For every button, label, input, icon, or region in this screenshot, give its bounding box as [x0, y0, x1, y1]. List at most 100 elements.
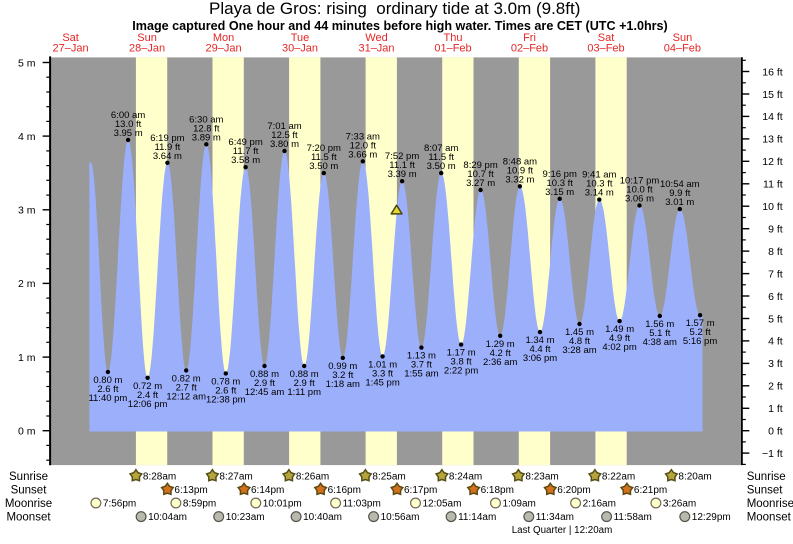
svg-text:Moonrise: Moonrise — [5, 498, 52, 510]
svg-text:1:18 am: 1:18 am — [326, 379, 360, 390]
svg-text:2 ft: 2 ft — [768, 381, 783, 393]
svg-text:10:04am: 10:04am — [148, 512, 187, 523]
svg-text:2.6 ft: 2.6 ft — [215, 385, 236, 396]
svg-text:6:18pm: 6:18pm — [481, 485, 514, 496]
svg-text:3:06 pm: 3:06 pm — [523, 353, 557, 364]
svg-text:9:41 am: 9:41 am — [582, 170, 616, 181]
svg-text:11:40 pm: 11:40 pm — [88, 393, 127, 404]
svg-text:6:30 am: 6:30 am — [189, 114, 223, 125]
svg-text:3.7 ft: 3.7 ft — [411, 360, 432, 371]
svg-text:3.89 m: 3.89 m — [192, 132, 221, 143]
svg-text:30–Jan: 30–Jan — [282, 43, 318, 55]
svg-text:Wed: Wed — [365, 32, 387, 44]
svg-text:10.7 ft: 10.7 ft — [467, 169, 494, 180]
svg-text:8:23am: 8:23am — [525, 471, 558, 482]
svg-text:12:12 am: 12:12 am — [166, 391, 206, 402]
svg-text:Sunrise: Sunrise — [747, 471, 786, 483]
svg-text:1.01 m: 1.01 m — [368, 359, 397, 370]
svg-text:0.88 m: 0.88 m — [290, 369, 319, 380]
svg-text:1:09am: 1:09am — [503, 499, 536, 510]
svg-text:8:28am: 8:28am — [143, 471, 176, 482]
svg-text:Sunset: Sunset — [747, 484, 784, 496]
svg-text:3.64 m: 3.64 m — [153, 151, 182, 162]
svg-text:Moonrise: Moonrise — [747, 498, 793, 510]
svg-text:6 ft: 6 ft — [768, 291, 783, 303]
svg-text:31–Jan: 31–Jan — [358, 43, 394, 55]
svg-text:5:16 pm: 5:16 pm — [683, 336, 717, 347]
svg-text:10:23am: 10:23am — [226, 512, 265, 523]
svg-text:3 ft: 3 ft — [768, 358, 783, 370]
svg-text:3.8 ft: 3.8 ft — [451, 357, 472, 368]
svg-text:11:34am: 11:34am — [536, 512, 574, 523]
svg-text:0.78 m: 0.78 m — [211, 376, 240, 387]
svg-text:11:58am: 11:58am — [614, 512, 652, 523]
svg-text:3.3 ft: 3.3 ft — [372, 368, 393, 379]
svg-text:6:20pm: 6:20pm — [557, 485, 590, 496]
svg-text:12.5 ft: 12.5 ft — [271, 130, 298, 141]
svg-text:11.5 ft: 11.5 ft — [311, 152, 337, 163]
svg-text:2:22 pm: 2:22 pm — [444, 366, 478, 377]
svg-text:2.4 ft: 2.4 ft — [137, 390, 158, 401]
svg-text:7:52 pm: 7:52 pm — [385, 151, 419, 162]
svg-text:Mon: Mon — [213, 32, 234, 44]
svg-text:Sat: Sat — [598, 32, 615, 44]
svg-text:10:17 pm: 10:17 pm — [620, 176, 660, 187]
svg-text:0.88 m: 0.88 m — [250, 369, 279, 380]
svg-text:11.1 ft: 11.1 ft — [389, 160, 415, 171]
svg-text:11.5 ft: 11.5 ft — [428, 152, 454, 163]
svg-text:Sun: Sun — [673, 32, 693, 44]
svg-text:10:01pm: 10:01pm — [263, 499, 302, 510]
svg-text:3.15 m: 3.15 m — [545, 187, 574, 198]
svg-text:2 m: 2 m — [18, 278, 36, 290]
svg-text:2.6 ft: 2.6 ft — [97, 384, 118, 395]
svg-text:1.13 m: 1.13 m — [407, 351, 436, 362]
svg-text:3.32 m: 3.32 m — [505, 174, 534, 185]
svg-text:0.80 m: 0.80 m — [93, 375, 122, 386]
svg-text:3.06 m: 3.06 m — [625, 194, 654, 205]
svg-text:7:20 pm: 7:20 pm — [307, 143, 341, 154]
svg-text:3.27 m: 3.27 m — [466, 178, 495, 189]
svg-text:9:16 pm: 9:16 pm — [543, 169, 577, 180]
svg-text:10.0 ft: 10.0 ft — [626, 185, 653, 196]
svg-text:6:13pm: 6:13pm — [174, 485, 207, 496]
svg-text:12:05am: 12:05am — [423, 499, 462, 510]
svg-text:5.2 ft: 5.2 ft — [690, 327, 711, 338]
svg-text:8:59pm: 8:59pm — [183, 499, 216, 510]
svg-text:6:14pm: 6:14pm — [251, 485, 284, 496]
svg-text:0.72 m: 0.72 m — [133, 381, 162, 392]
svg-text:8:20am: 8:20am — [678, 471, 711, 482]
svg-text:4:38 am: 4:38 am — [643, 337, 677, 348]
svg-text:1 ft: 1 ft — [768, 403, 783, 415]
svg-text:3.2 ft: 3.2 ft — [332, 370, 353, 381]
svg-text:12.0 ft: 12.0 ft — [350, 140, 377, 151]
svg-text:Sunset: Sunset — [11, 484, 48, 496]
svg-text:3.58 m: 3.58 m — [231, 155, 260, 166]
svg-text:1.29 m: 1.29 m — [486, 339, 515, 350]
svg-text:3.66 m: 3.66 m — [348, 149, 377, 160]
svg-text:12.8 ft: 12.8 ft — [193, 123, 220, 134]
svg-text:3.80 m: 3.80 m — [270, 139, 299, 150]
svg-text:Tue: Tue — [291, 32, 310, 44]
svg-text:10.3 ft: 10.3 ft — [546, 178, 573, 189]
svg-text:5 ft: 5 ft — [768, 313, 783, 325]
svg-text:04–Feb: 04–Feb — [664, 43, 701, 55]
svg-text:7 ft: 7 ft — [768, 268, 783, 280]
svg-text:2:36 am: 2:36 am — [483, 357, 517, 368]
svg-text:0 ft: 0 ft — [768, 426, 783, 438]
svg-text:3.95 m: 3.95 m — [114, 128, 143, 139]
svg-text:03–Feb: 03–Feb — [587, 43, 624, 55]
svg-text:3:26am: 3:26am — [663, 499, 696, 510]
svg-text:4 ft: 4 ft — [768, 336, 783, 348]
svg-text:Moonset: Moonset — [747, 512, 792, 524]
svg-text:Sat: Sat — [62, 32, 79, 44]
svg-text:12 ft: 12 ft — [762, 156, 783, 168]
svg-text:27–Jan: 27–Jan — [53, 43, 89, 55]
svg-text:15 ft: 15 ft — [762, 89, 783, 101]
svg-text:8 ft: 8 ft — [768, 246, 783, 258]
svg-text:3.01 m: 3.01 m — [665, 197, 694, 208]
svg-text:11:03pm: 11:03pm — [343, 499, 381, 510]
svg-text:Last Quarter | 12:20am: Last Quarter | 12:20am — [512, 525, 613, 536]
svg-text:11.9 ft: 11.9 ft — [155, 142, 181, 153]
svg-text:1:45 pm: 1:45 pm — [365, 377, 399, 388]
svg-text:2:16am: 2:16am — [583, 499, 616, 510]
